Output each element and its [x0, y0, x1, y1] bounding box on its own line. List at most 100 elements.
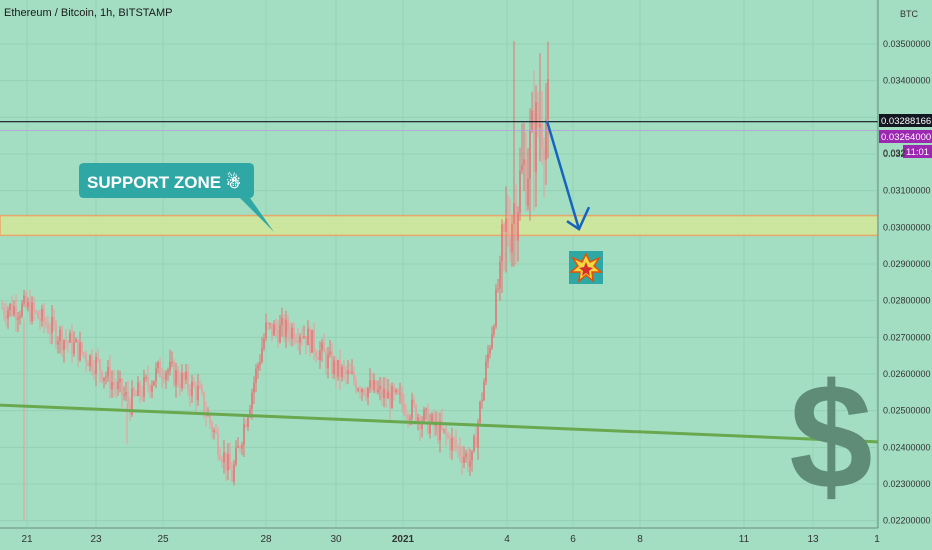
candle-body [235, 447, 237, 465]
candle-body [315, 351, 317, 358]
trendline[interactable] [0, 403, 879, 444]
candle-body [531, 110, 533, 130]
candle-body [131, 388, 133, 415]
candle-body [47, 325, 49, 333]
candle-body [309, 328, 311, 353]
candle-body [443, 429, 445, 431]
x-tick-label: 6 [570, 534, 576, 545]
y-tick-label: 0.03500000 [883, 39, 931, 49]
candle-body [455, 440, 457, 447]
candle-body [511, 223, 513, 253]
candles [1, 41, 549, 521]
candle-body [55, 324, 57, 345]
time-axis[interactable]: 21 23 25 28 30 2021 4 6 8 11 13 1 [0, 527, 880, 545]
svg-text:11:01: 11:01 [906, 147, 929, 158]
candle-body [19, 315, 21, 318]
candle-body [427, 408, 429, 434]
candle-body [109, 366, 111, 390]
candle-body [79, 342, 81, 361]
candle-body [263, 338, 265, 349]
svg-text:0.03288166: 0.03288166 [881, 116, 931, 127]
candle-body [303, 336, 305, 338]
candle-body [519, 170, 521, 213]
candle-body [253, 382, 255, 393]
candle-body [333, 360, 335, 375]
candle-body [147, 377, 149, 386]
candle-body [483, 381, 485, 401]
candle-body [521, 164, 523, 171]
candle-body [345, 369, 347, 375]
candle-body [431, 414, 433, 422]
candle-body [231, 469, 233, 482]
candle-body [21, 303, 23, 316]
candle-body [107, 366, 109, 377]
last-price-tag: 0.03288166 [879, 114, 932, 127]
candle-body [237, 446, 239, 448]
x-tick-label: 11 [739, 534, 750, 545]
candle-body [257, 365, 259, 369]
candle-body [491, 334, 493, 349]
candle-body [139, 382, 141, 396]
candle-body [371, 380, 373, 390]
candle-body [537, 102, 539, 128]
candle-body [373, 380, 375, 390]
bid-price-tag: 0.03264000 [879, 130, 932, 143]
candle-body [27, 301, 29, 307]
candle-body [313, 329, 315, 352]
candle-body [63, 340, 65, 350]
candle-body [245, 424, 247, 427]
candle-body [11, 303, 13, 315]
candle-body [121, 378, 123, 396]
candle-body [407, 415, 409, 420]
candle-body [481, 400, 483, 402]
candle-body [457, 446, 459, 448]
candle-body [183, 373, 185, 380]
candle-body [125, 392, 127, 395]
price-axis[interactable]: 0.035000000.034000000.033000000.03200000… [877, 0, 932, 550]
candle-body [219, 454, 221, 460]
candle-body [157, 361, 159, 369]
symbol-title: Ethereum / Bitcoin, 1h, BITSTAMP [4, 7, 173, 19]
candle-body [343, 366, 345, 370]
candle-body [45, 322, 47, 326]
x-tick-label: 28 [260, 534, 272, 545]
candle-body [155, 368, 157, 382]
x-tick-label: 21 [21, 534, 33, 545]
candle-body [487, 353, 489, 362]
x-tick-label: 23 [90, 534, 102, 545]
candle-body [25, 295, 27, 307]
candle-body [67, 341, 69, 343]
support-zone-callout[interactable]: SUPPORT ZONE ☃ [79, 163, 274, 232]
candle-body [135, 394, 137, 396]
candle-body [1, 308, 3, 309]
y-tick-label: 0.02400000 [883, 442, 931, 452]
candle-body [71, 333, 73, 354]
candle-body [283, 318, 285, 337]
candle-body [485, 361, 487, 382]
svg-text:0.03264000: 0.03264000 [881, 132, 931, 143]
candle-body [41, 308, 43, 322]
projection-arrow[interactable] [545, 120, 591, 232]
candle-body [471, 450, 473, 461]
candle-body [411, 399, 413, 419]
candle-body [353, 371, 355, 382]
candle-body [97, 356, 99, 360]
candle-body [197, 385, 199, 401]
candle-body [165, 372, 167, 380]
candle-body [3, 308, 5, 315]
candle-body [201, 387, 203, 393]
y-tick-label: 0.02300000 [883, 479, 931, 489]
candle-body [499, 261, 501, 289]
candle-body [137, 382, 139, 396]
candle-body [381, 386, 383, 399]
candle-body [467, 453, 469, 467]
candle-body [351, 371, 353, 374]
candle-body [65, 340, 67, 342]
candle-body [85, 354, 87, 363]
candle-body [547, 79, 549, 120]
candle-body [111, 382, 113, 390]
candle-body [369, 380, 371, 388]
support-zone[interactable] [0, 214, 879, 237]
candle-body [77, 339, 79, 361]
